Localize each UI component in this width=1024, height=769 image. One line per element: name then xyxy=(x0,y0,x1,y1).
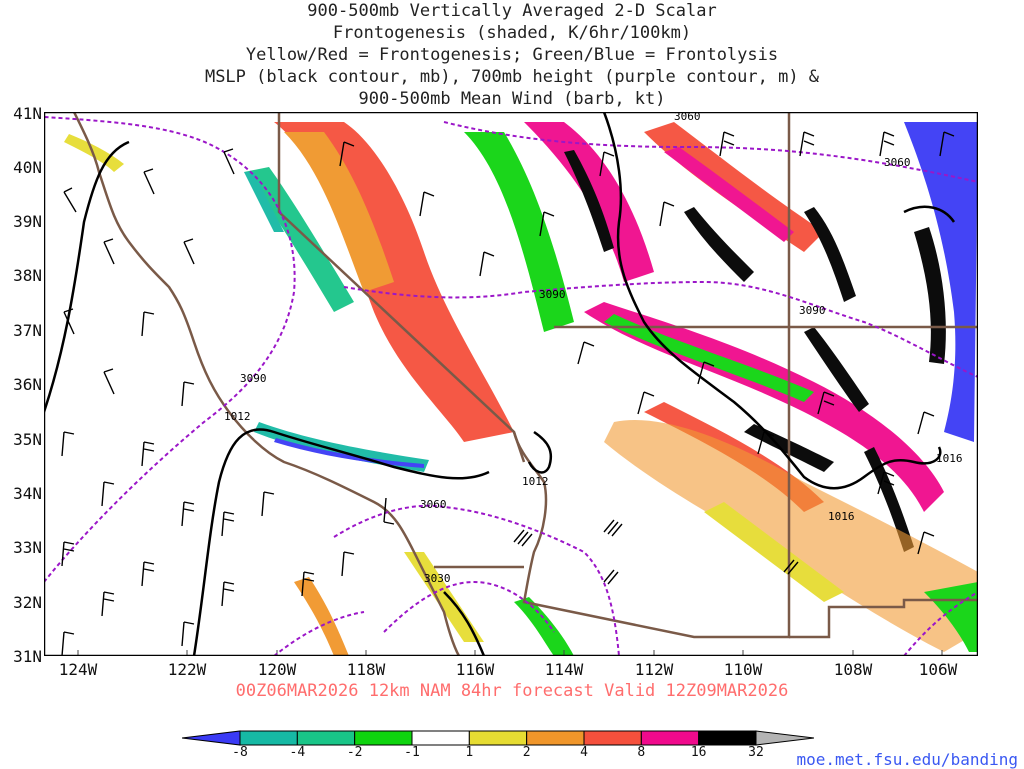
mslp-label-2: 1012 xyxy=(522,475,549,488)
lon-label-110w: 110W xyxy=(723,660,763,679)
frontogenesis-shading xyxy=(64,122,978,656)
height-label-6: 3060 xyxy=(420,498,447,511)
lat-label-35n: 35N xyxy=(13,430,42,449)
wind-barbs xyxy=(61,131,955,656)
title-line-3: Yellow/Red = Frontogenesis; Green/Blue =… xyxy=(245,45,779,65)
colorbar-label: 2 xyxy=(522,745,531,760)
colorbar-segment xyxy=(468,730,528,746)
title-line-5: 900-500mb Mean Wind (barb, kt) xyxy=(358,89,666,109)
colorbar-label: 4 xyxy=(580,745,588,760)
mslp-label-3: 1016 xyxy=(936,452,963,465)
colorbar-segment xyxy=(182,730,241,746)
height-label-5: 3090 xyxy=(240,372,267,385)
mslp-label-4: 1016 xyxy=(828,510,855,523)
colorbar-segment xyxy=(755,730,814,746)
lon-label-118w: 118W xyxy=(346,660,386,679)
source-credit: moe.met.fsu.edu/banding xyxy=(796,750,1018,769)
lon-label-114w: 114W xyxy=(544,660,584,679)
colorbar-segment xyxy=(354,730,413,746)
colorbar-label: 32 xyxy=(748,745,764,760)
colorbar-segment xyxy=(698,730,757,746)
lat-label-34n: 34N xyxy=(13,484,42,503)
colorbar-segment xyxy=(640,730,700,746)
colorbar-label: -1 xyxy=(404,745,420,760)
lat-label-40n: 40N xyxy=(13,158,42,177)
title-line-1: 900-500mb Vertically Averaged 2-D Scalar xyxy=(307,1,717,21)
colorbar-segment xyxy=(239,730,298,746)
colorbar-label: -8 xyxy=(232,745,248,760)
colorbar-segments xyxy=(182,730,814,746)
lat-label-33n: 33N xyxy=(13,538,42,557)
lat-label-36n: 36N xyxy=(13,375,42,394)
colorbar-label: 1 xyxy=(465,745,474,760)
colorbar-segment xyxy=(411,730,470,746)
colorbar-label: 8 xyxy=(637,745,646,760)
colorbar-segment xyxy=(583,730,642,746)
lat-label-38n: 38N xyxy=(13,266,42,285)
forecast-valid-label: 00Z06MAR2026 12km NAM 84hr forecast Vali… xyxy=(235,681,789,701)
height-label-7: 3030 xyxy=(424,572,451,585)
height-label-2: 3060 xyxy=(884,156,911,169)
title-line-4: MSLP (black contour, mb), 700mb height (… xyxy=(204,67,820,87)
height-label-1: 3060 xyxy=(674,112,701,123)
lat-label-39n: 39N xyxy=(13,212,42,231)
lon-label-108w: 108W xyxy=(833,660,873,679)
lon-label-116w: 116W xyxy=(455,660,495,679)
lat-label-37n: 37N xyxy=(13,321,42,340)
colorbar-label: -4 xyxy=(289,745,306,760)
lat-label-32n: 32N xyxy=(13,593,42,612)
lat-label-41n: 41N xyxy=(13,104,42,123)
lon-label-120w: 120W xyxy=(257,660,297,679)
height-contours xyxy=(44,116,978,656)
lon-label-106w: 106W xyxy=(918,660,958,679)
map-border xyxy=(44,112,978,656)
colorbar-segment xyxy=(296,730,356,746)
mslp-contours xyxy=(44,112,956,656)
colorbar-label: 16 xyxy=(690,745,707,760)
height-label-3: 3090 xyxy=(539,288,566,301)
colorbar-label: -2 xyxy=(346,745,363,760)
title-line-2: Frontogenesis (shaded, K/6hr/100km) xyxy=(332,23,692,43)
chart-title: 900-500mb Vertically Averaged 2-D Scalar… xyxy=(0,0,1024,110)
frontogenesis-map: 3060 3060 3090 3090 3090 3060 3030 1012 … xyxy=(44,112,978,656)
colorbar-segment xyxy=(526,730,585,746)
height-label-4: 3090 xyxy=(799,304,826,317)
lon-label-112w: 112W xyxy=(634,660,674,679)
lon-label-122w: 122W xyxy=(167,660,207,679)
contour-labels: 3060 3060 3090 3090 3090 3060 3030 1012 … xyxy=(224,112,963,585)
mslp-label-1: 1012 xyxy=(224,410,251,423)
colorbar xyxy=(182,730,814,746)
lat-label-31n: 31N xyxy=(13,647,42,666)
lon-label-124w: 124W xyxy=(58,660,98,679)
